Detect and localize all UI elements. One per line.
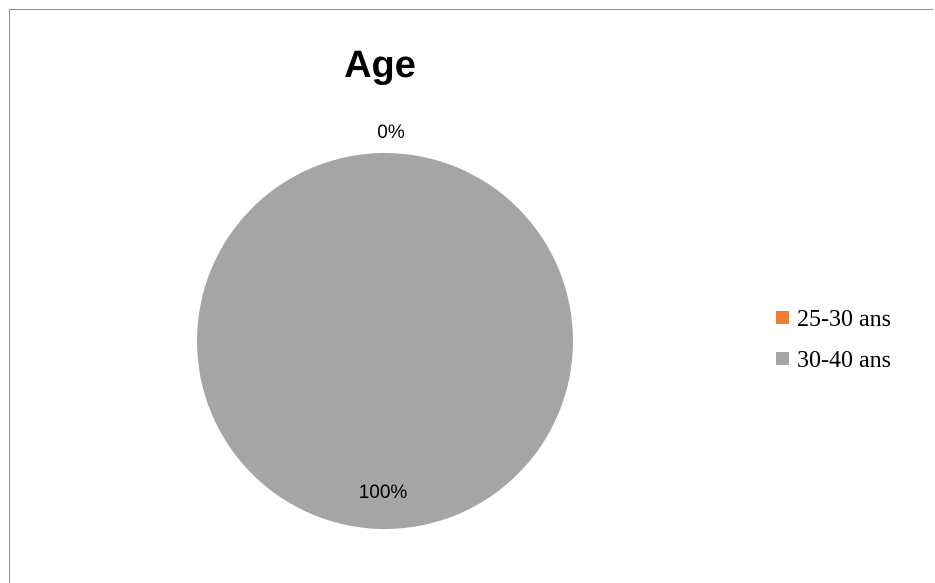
data-label-30-40-ans: 100% xyxy=(359,482,408,503)
pie-slice-30-40-ans xyxy=(197,153,573,529)
legend: 25-30 ans 30-40 ans xyxy=(776,306,891,373)
legend-label-30-40-ans: 30-40 ans xyxy=(797,347,891,373)
pie-slices xyxy=(197,153,573,529)
legend-swatch-30-40-ans xyxy=(776,352,789,365)
legend-swatch-25-30-ans xyxy=(776,311,789,324)
data-labels: 0% 100% xyxy=(359,122,408,503)
data-label-25-30-ans: 0% xyxy=(377,122,405,143)
legend-label-25-30-ans: 25-30 ans xyxy=(797,306,891,332)
chart-title: Age xyxy=(344,44,416,86)
